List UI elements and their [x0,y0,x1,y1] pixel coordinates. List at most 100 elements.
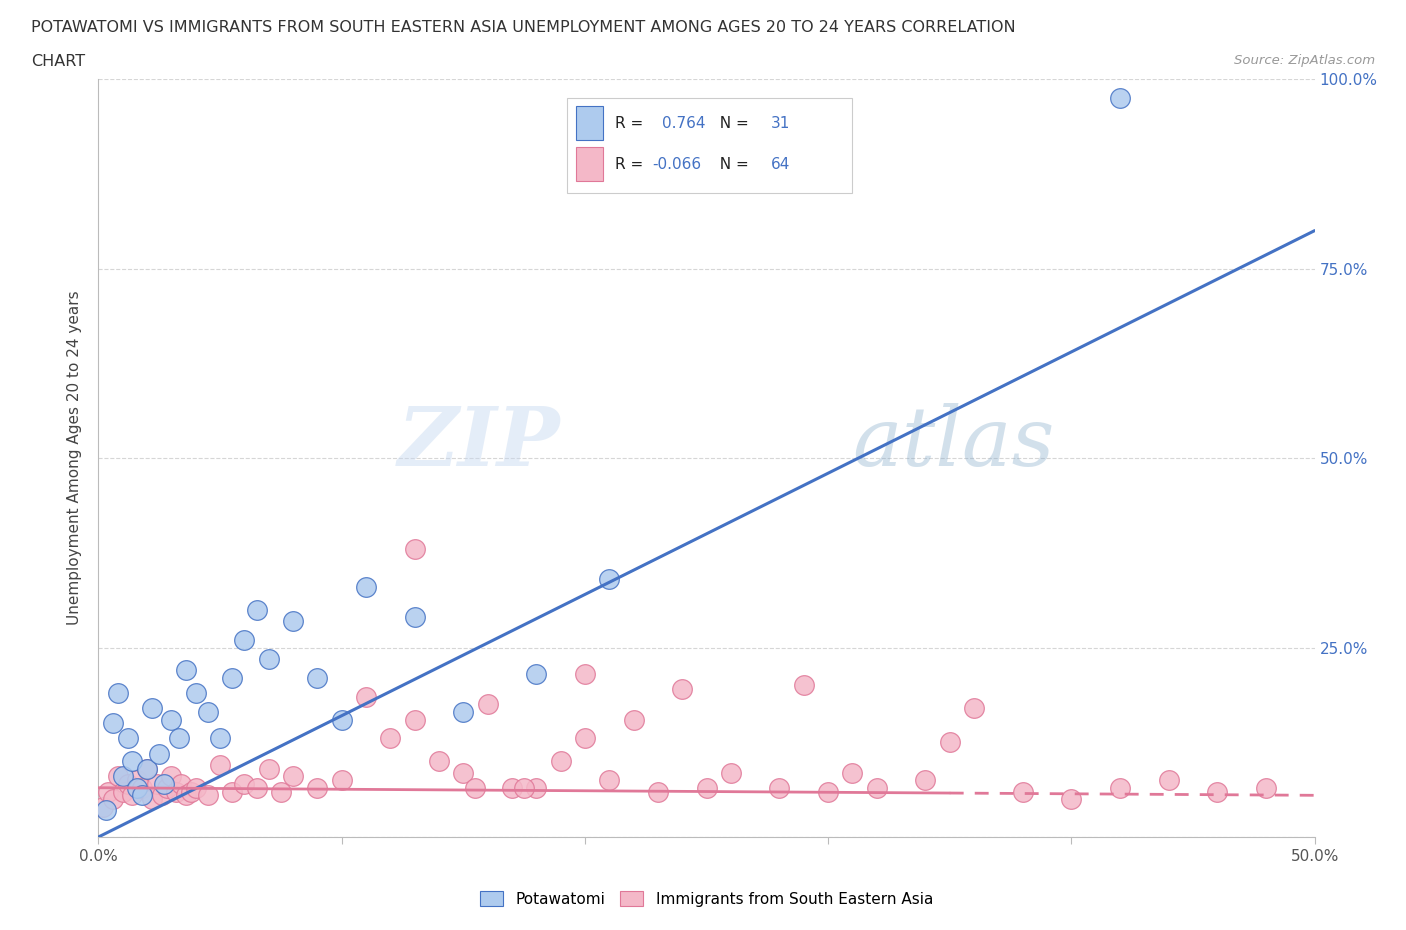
Point [233,777,256,791]
Point [866,780,889,795]
Point [524,780,547,795]
Point [574,667,596,682]
Point [245,780,267,795]
Point [167,731,190,746]
Point [1109,90,1132,105]
Point [354,579,377,594]
Point [1060,791,1083,806]
FancyBboxPatch shape [576,147,603,181]
Point [720,765,742,780]
Point [180,784,202,799]
Text: 64: 64 [770,157,790,172]
Point [550,753,572,768]
Text: POTAWATOMI VS IMMIGRANTS FROM SOUTH EASTERN ASIA UNEMPLOYMENT AMONG AGES 20 TO 2: POTAWATOMI VS IMMIGRANTS FROM SOUTH EAST… [31,20,1015,35]
Point [404,610,426,625]
Text: ZIP: ZIP [398,403,561,483]
Point [174,663,197,678]
Point [380,731,402,746]
Point [696,780,718,795]
Point [257,651,280,666]
Y-axis label: Unemployment Among Ages 20 to 24 years: Unemployment Among Ages 20 to 24 years [67,291,83,625]
Point [136,762,159,777]
Point [513,780,536,795]
Point [121,753,143,768]
Text: 0.764: 0.764 [661,115,704,130]
Point [184,780,207,795]
Text: Source: ZipAtlas.com: Source: ZipAtlas.com [1234,54,1375,67]
Point [453,705,475,720]
Point [197,788,219,803]
Point [197,705,219,720]
Point [117,777,139,791]
Point [464,780,486,795]
Point [146,777,169,791]
Point [257,762,280,777]
Point [1157,773,1180,788]
Point [793,678,815,693]
Point [1011,784,1033,799]
Point [141,791,163,806]
Point [131,780,153,795]
Point [97,784,120,799]
Point [501,780,523,795]
Point [281,614,304,629]
Point [221,784,243,799]
Point [155,780,177,795]
Point [307,780,329,795]
Point [160,712,183,727]
Point [1109,780,1132,795]
Point [598,773,620,788]
Point [817,784,839,799]
Point [404,541,426,556]
Point [914,773,936,788]
Point [131,788,153,803]
Point [127,780,149,795]
Point [307,671,329,685]
Point [623,712,645,727]
Point [524,667,547,682]
Point [160,769,183,784]
Point [209,758,232,773]
Point [245,603,267,618]
Point [136,762,159,777]
Point [598,572,620,587]
Point [233,632,256,647]
Point [647,784,669,799]
Point [141,700,163,715]
Point [939,735,962,750]
Point [91,799,114,814]
Point [330,712,353,727]
Point [427,753,450,768]
Point [165,784,187,799]
Point [174,788,197,803]
Point [453,765,475,780]
Point [671,682,693,697]
Text: R =: R = [616,157,648,172]
Point [1206,784,1229,799]
FancyBboxPatch shape [567,98,852,193]
Point [153,777,176,791]
Point [184,685,207,700]
Point [101,716,124,731]
Point [281,769,304,784]
Point [111,784,134,799]
Point [270,784,292,799]
Point [574,731,596,746]
Point [101,791,124,806]
FancyBboxPatch shape [576,106,603,140]
Point [963,700,986,715]
Point [768,780,790,795]
Point [404,712,426,727]
Point [150,788,173,803]
Point [170,777,193,791]
Point [209,731,232,746]
Text: 31: 31 [770,115,790,130]
Point [221,671,243,685]
Text: R =: R = [616,115,648,130]
Point [107,769,129,784]
Point [1254,780,1277,795]
Text: CHART: CHART [31,54,84,69]
Point [354,689,377,704]
Text: N =: N = [710,115,754,130]
Point [94,803,117,817]
